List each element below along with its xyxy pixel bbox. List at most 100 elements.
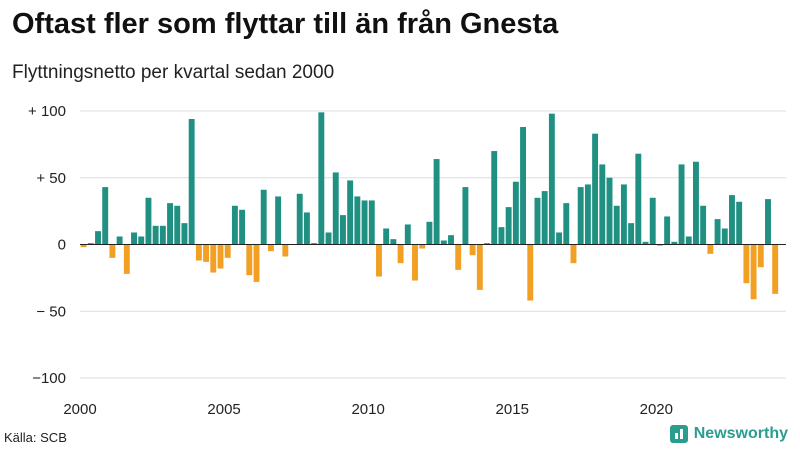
- bar: [131, 232, 137, 245]
- bar: [592, 133, 599, 245]
- source-label: Källa: SCB: [4, 430, 67, 445]
- bar: [246, 244, 253, 276]
- bar: [642, 241, 649, 245]
- bar: [685, 236, 692, 245]
- bar: [275, 196, 282, 245]
- y-tick-label: −100: [32, 370, 66, 387]
- bar: [721, 228, 728, 245]
- bar: [707, 244, 714, 254]
- bar: [736, 201, 743, 245]
- bar: [340, 215, 346, 245]
- bar: [260, 189, 267, 245]
- bar: [476, 244, 483, 290]
- bar: [656, 244, 663, 246]
- bar: [469, 244, 476, 256]
- bar: [729, 195, 735, 245]
- bar: [109, 244, 116, 258]
- bar: [167, 203, 174, 245]
- bar: [635, 153, 642, 245]
- bar: [671, 241, 678, 245]
- bar: [750, 244, 757, 300]
- bar: [354, 196, 361, 245]
- brand-logo: Newsworthy: [669, 425, 788, 443]
- bar: [159, 225, 166, 245]
- bar: [361, 200, 368, 245]
- axis-layer: + 100 + 50 0 − 50 −100 2000 2005 2010 2015 2020: [28, 103, 786, 418]
- bars-layer: [80, 112, 779, 301]
- bar: [613, 205, 620, 245]
- bar: [318, 112, 325, 245]
- chart-subtitle: Flyttningsnetto per kvartal sedan 2000: [12, 62, 335, 83]
- bar: [325, 232, 332, 245]
- bar: [419, 244, 426, 249]
- bar: [368, 200, 375, 245]
- bar-chart-icon: [669, 425, 688, 443]
- x-tick-label: 2015: [496, 401, 529, 418]
- bar: [195, 244, 202, 261]
- bar: [303, 212, 310, 245]
- bar: [440, 240, 447, 245]
- bar: [541, 191, 548, 245]
- bar: [757, 244, 764, 268]
- bar: [217, 244, 224, 269]
- bar: [628, 223, 635, 245]
- y-tick-label: 0: [58, 237, 66, 254]
- bar: [462, 187, 469, 245]
- bar: [376, 244, 382, 277]
- x-tick-label: 2020: [640, 401, 673, 418]
- y-tick-label: + 50: [36, 170, 66, 187]
- bar: [145, 197, 152, 245]
- bar: [678, 164, 685, 245]
- bar: [426, 221, 433, 245]
- bar: [620, 184, 627, 245]
- bar: [390, 239, 397, 245]
- bar: [267, 244, 274, 252]
- bar: [584, 184, 591, 245]
- bar: [743, 244, 750, 284]
- bar: [412, 244, 418, 281]
- bar: [397, 244, 404, 264]
- bar: [152, 225, 159, 245]
- bar: [87, 243, 94, 245]
- bar: [123, 244, 130, 274]
- bar: [224, 244, 231, 258]
- bar: [548, 113, 555, 245]
- bar: [693, 161, 699, 245]
- bar: [498, 227, 505, 245]
- bar: [599, 164, 606, 245]
- x-tick-label: 2010: [351, 401, 384, 418]
- bar: [556, 232, 563, 245]
- grid-layer: [80, 110, 786, 379]
- bar: [664, 216, 671, 245]
- bar: [577, 187, 584, 245]
- bar: [404, 224, 411, 245]
- page-title: Oftast fler som flyttar till än från Gne…: [12, 8, 559, 40]
- bar: [491, 151, 498, 245]
- x-tick-label: 2005: [207, 401, 240, 418]
- x-tick-label: 2000: [63, 401, 96, 418]
- bar: [606, 177, 613, 245]
- bar: [512, 181, 519, 245]
- bar: [253, 244, 260, 282]
- bar: [527, 244, 534, 301]
- bar: [311, 243, 318, 245]
- bar: [210, 244, 217, 273]
- bar: [174, 205, 181, 245]
- bar: [95, 231, 101, 245]
- bar: [347, 180, 354, 245]
- bar: [138, 236, 145, 245]
- bar: [296, 193, 303, 245]
- bar: [455, 244, 462, 270]
- bar: [765, 199, 771, 245]
- bar: [102, 187, 109, 245]
- bar: [332, 172, 339, 245]
- bar: [505, 207, 512, 245]
- bar: [203, 244, 210, 262]
- bar: [484, 243, 490, 245]
- bar: [563, 203, 570, 245]
- bar: [231, 205, 238, 245]
- bar: [116, 236, 123, 245]
- bar: [448, 235, 454, 245]
- bar: [700, 205, 707, 245]
